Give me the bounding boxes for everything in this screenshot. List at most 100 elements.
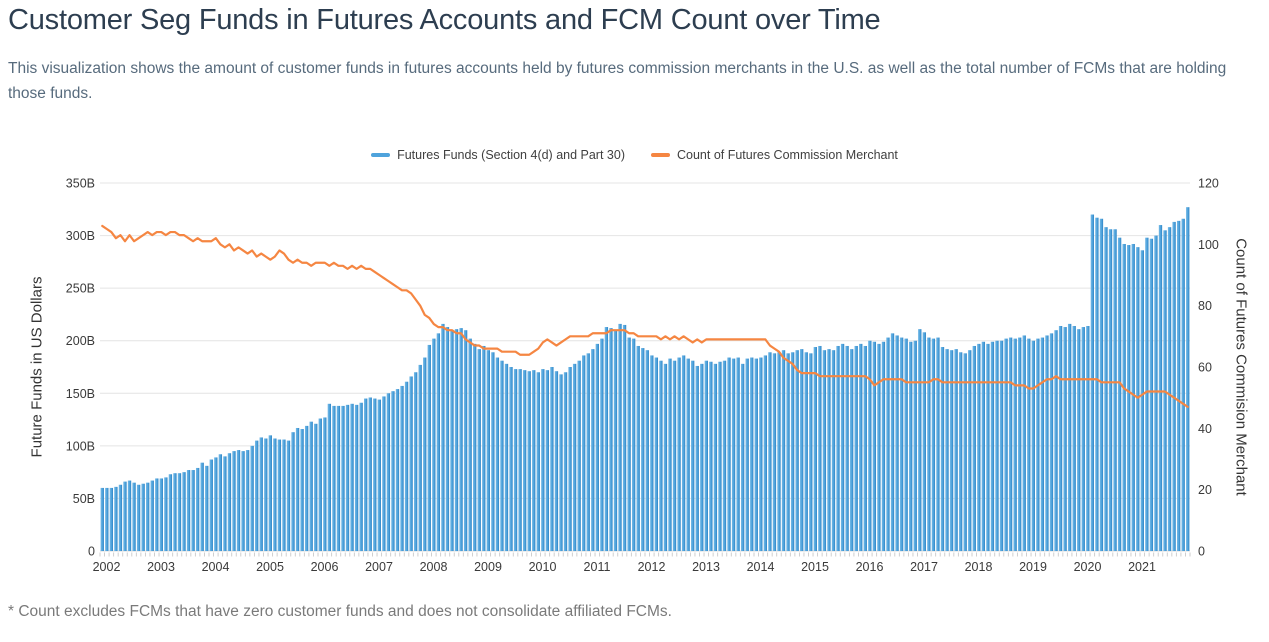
funds-bar[interactable]	[509, 367, 513, 551]
funds-bar[interactable]	[731, 358, 736, 551]
funds-bar[interactable]	[740, 363, 745, 551]
funds-bar[interactable]	[777, 352, 781, 551]
funds-bar[interactable]	[1113, 229, 1117, 551]
funds-bar[interactable]	[963, 353, 967, 551]
funds-bar[interactable]	[659, 360, 663, 551]
funds-bar[interactable]	[359, 402, 363, 551]
funds-bar[interactable]	[1004, 338, 1008, 551]
funds-bar[interactable]	[164, 477, 168, 551]
funds-bar[interactable]	[600, 338, 604, 551]
funds-bar[interactable]	[445, 327, 450, 551]
funds-bar[interactable]	[727, 357, 731, 551]
funds-bar[interactable]	[463, 330, 468, 551]
funds-bar[interactable]	[232, 451, 236, 551]
funds-bar[interactable]	[881, 341, 886, 551]
funds-bar[interactable]	[245, 450, 250, 551]
funds-bar[interactable]	[404, 381, 409, 551]
funds-bar[interactable]	[123, 481, 127, 551]
funds-bar[interactable]	[386, 393, 391, 551]
funds-bar[interactable]	[477, 349, 481, 551]
funds-bar[interactable]	[990, 341, 995, 551]
funds-bar[interactable]	[173, 473, 177, 551]
funds-bar[interactable]	[486, 350, 490, 551]
funds-bar[interactable]	[582, 355, 586, 551]
funds-bar[interactable]	[382, 396, 386, 551]
funds-bar[interactable]	[913, 340, 917, 551]
funds-bar[interactable]	[209, 459, 213, 551]
funds-bar[interactable]	[1181, 218, 1185, 551]
funds-bar[interactable]	[936, 337, 940, 551]
funds-bar[interactable]	[136, 484, 141, 551]
funds-bar[interactable]	[981, 341, 986, 551]
funds-bar[interactable]	[750, 357, 754, 551]
funds-bar[interactable]	[391, 391, 395, 551]
funds-bar[interactable]	[1049, 333, 1054, 551]
funds-bar[interactable]	[618, 323, 622, 551]
funds-bar[interactable]	[482, 345, 486, 551]
funds-bar[interactable]	[958, 352, 963, 551]
funds-bar[interactable]	[473, 343, 477, 551]
funds-bar[interactable]	[895, 335, 899, 551]
funds-bar[interactable]	[577, 360, 581, 551]
funds-bar[interactable]	[613, 330, 618, 551]
funds-bar[interactable]	[454, 329, 459, 551]
funds-bar[interactable]	[1022, 335, 1026, 551]
funds-bar[interactable]	[1122, 243, 1126, 551]
legend-item-fcm-count[interactable]: Count of Futures Commission Merchant	[650, 148, 898, 162]
funds-bar[interactable]	[300, 429, 304, 551]
funds-bar[interactable]	[400, 385, 404, 551]
funds-bar[interactable]	[650, 355, 654, 551]
funds-bar[interactable]	[809, 353, 813, 551]
funds-bar[interactable]	[818, 345, 822, 551]
funds-bar[interactable]	[1186, 207, 1190, 551]
funds-bar[interactable]	[504, 363, 509, 551]
funds-bar[interactable]	[205, 465, 209, 551]
funds-bar[interactable]	[295, 427, 300, 551]
funds-bar[interactable]	[691, 360, 695, 551]
funds-bar[interactable]	[1027, 338, 1031, 551]
funds-bar[interactable]	[863, 345, 867, 551]
funds-bar[interactable]	[368, 397, 372, 551]
funds-bar[interactable]	[1145, 237, 1149, 551]
funds-bar[interactable]	[109, 487, 114, 551]
funds-bar[interactable]	[1058, 325, 1063, 551]
funds-bar[interactable]	[754, 358, 758, 551]
funds-bar[interactable]	[277, 439, 282, 551]
funds-bar[interactable]	[827, 349, 831, 551]
funds-bar[interactable]	[155, 478, 159, 551]
funds-bar[interactable]	[781, 350, 786, 551]
funds-bar[interactable]	[854, 345, 858, 551]
funds-bar[interactable]	[286, 440, 291, 551]
funds-bar[interactable]	[327, 403, 332, 551]
funds-bar[interactable]	[704, 360, 708, 551]
funds-bar[interactable]	[468, 338, 472, 551]
funds-bar[interactable]	[427, 344, 431, 551]
funds-bar[interactable]	[622, 324, 627, 551]
funds-bar[interactable]	[859, 343, 863, 551]
funds-bar[interactable]	[500, 360, 504, 551]
funds-bar[interactable]	[541, 369, 545, 551]
funds-bar[interactable]	[341, 405, 345, 551]
funds-bar[interactable]	[800, 349, 804, 551]
funds-bar[interactable]	[350, 403, 354, 551]
funds-bar[interactable]	[645, 350, 649, 551]
funds-bar[interactable]	[536, 372, 540, 551]
funds-bar[interactable]	[922, 332, 926, 551]
funds-bar[interactable]	[268, 435, 272, 551]
funds-bar[interactable]	[672, 360, 677, 551]
funds-bar[interactable]	[1099, 218, 1104, 551]
funds-bar[interactable]	[736, 357, 740, 551]
funds-bar[interactable]	[191, 470, 195, 551]
funds-bar[interactable]	[323, 417, 327, 551]
funds-bar[interactable]	[513, 369, 518, 551]
funds-bar[interactable]	[563, 372, 568, 551]
funds-bar[interactable]	[441, 323, 445, 551]
funds-bar[interactable]	[604, 327, 609, 551]
funds-bar[interactable]	[772, 353, 777, 551]
funds-bar[interactable]	[586, 353, 590, 551]
funds-bar[interactable]	[1072, 325, 1076, 551]
funds-bar[interactable]	[786, 353, 790, 551]
funds-bar[interactable]	[1040, 337, 1045, 551]
funds-bar[interactable]	[264, 438, 268, 551]
funds-bar[interactable]	[995, 340, 999, 551]
